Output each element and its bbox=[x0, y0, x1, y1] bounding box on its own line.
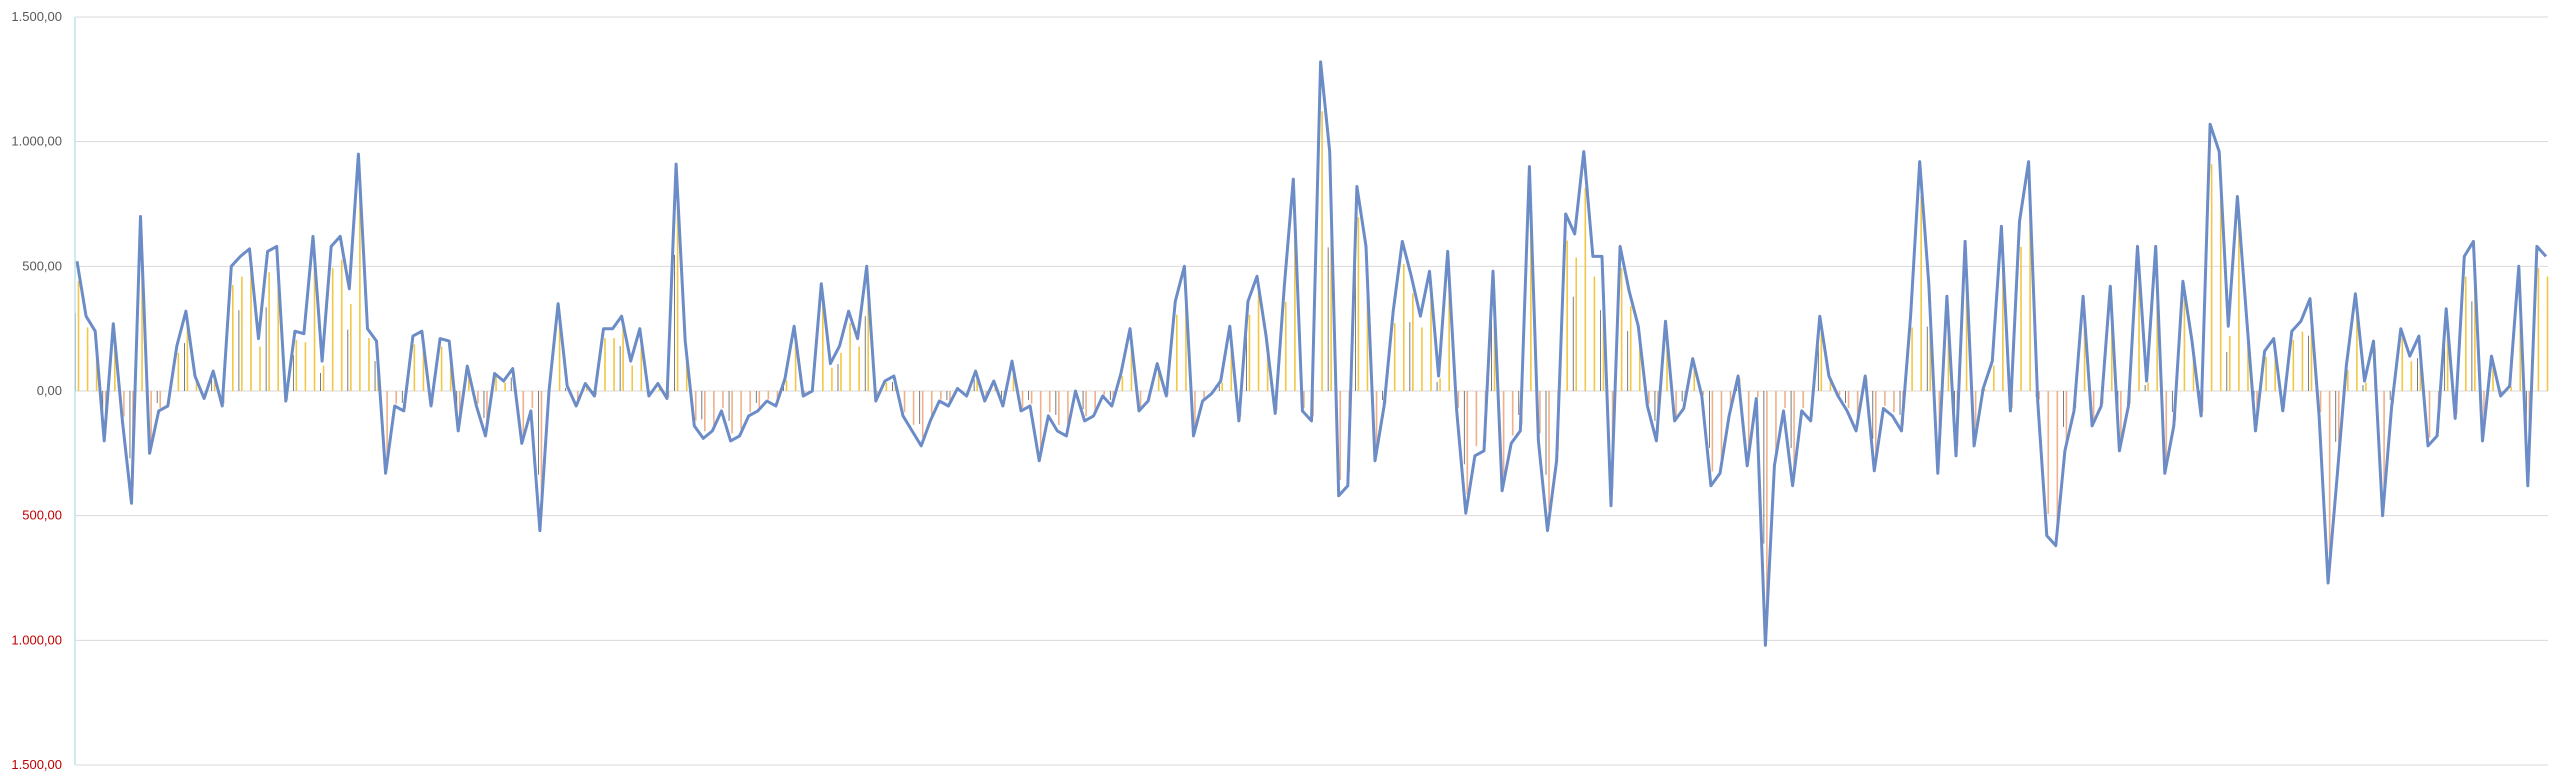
y-tick-label: 0,00 bbox=[37, 383, 62, 398]
y-tick-label: 1.000,00 bbox=[11, 632, 62, 647]
y-tick-label: 500,00 bbox=[22, 258, 62, 273]
y-axis: 1.500,00 1.000,00 500,00 0,00 500,00 1.000,00… bbox=[11, 9, 76, 772]
y-tick-label: 1.500,00 bbox=[11, 757, 62, 772]
line-series bbox=[75, 60, 2548, 647]
y-tick-label: 500,00 bbox=[22, 508, 62, 523]
series-line bbox=[75, 60, 2548, 647]
y-tick-label: 1.500,00 bbox=[11, 9, 62, 24]
y-tick-label: 1.000,00 bbox=[11, 134, 62, 149]
